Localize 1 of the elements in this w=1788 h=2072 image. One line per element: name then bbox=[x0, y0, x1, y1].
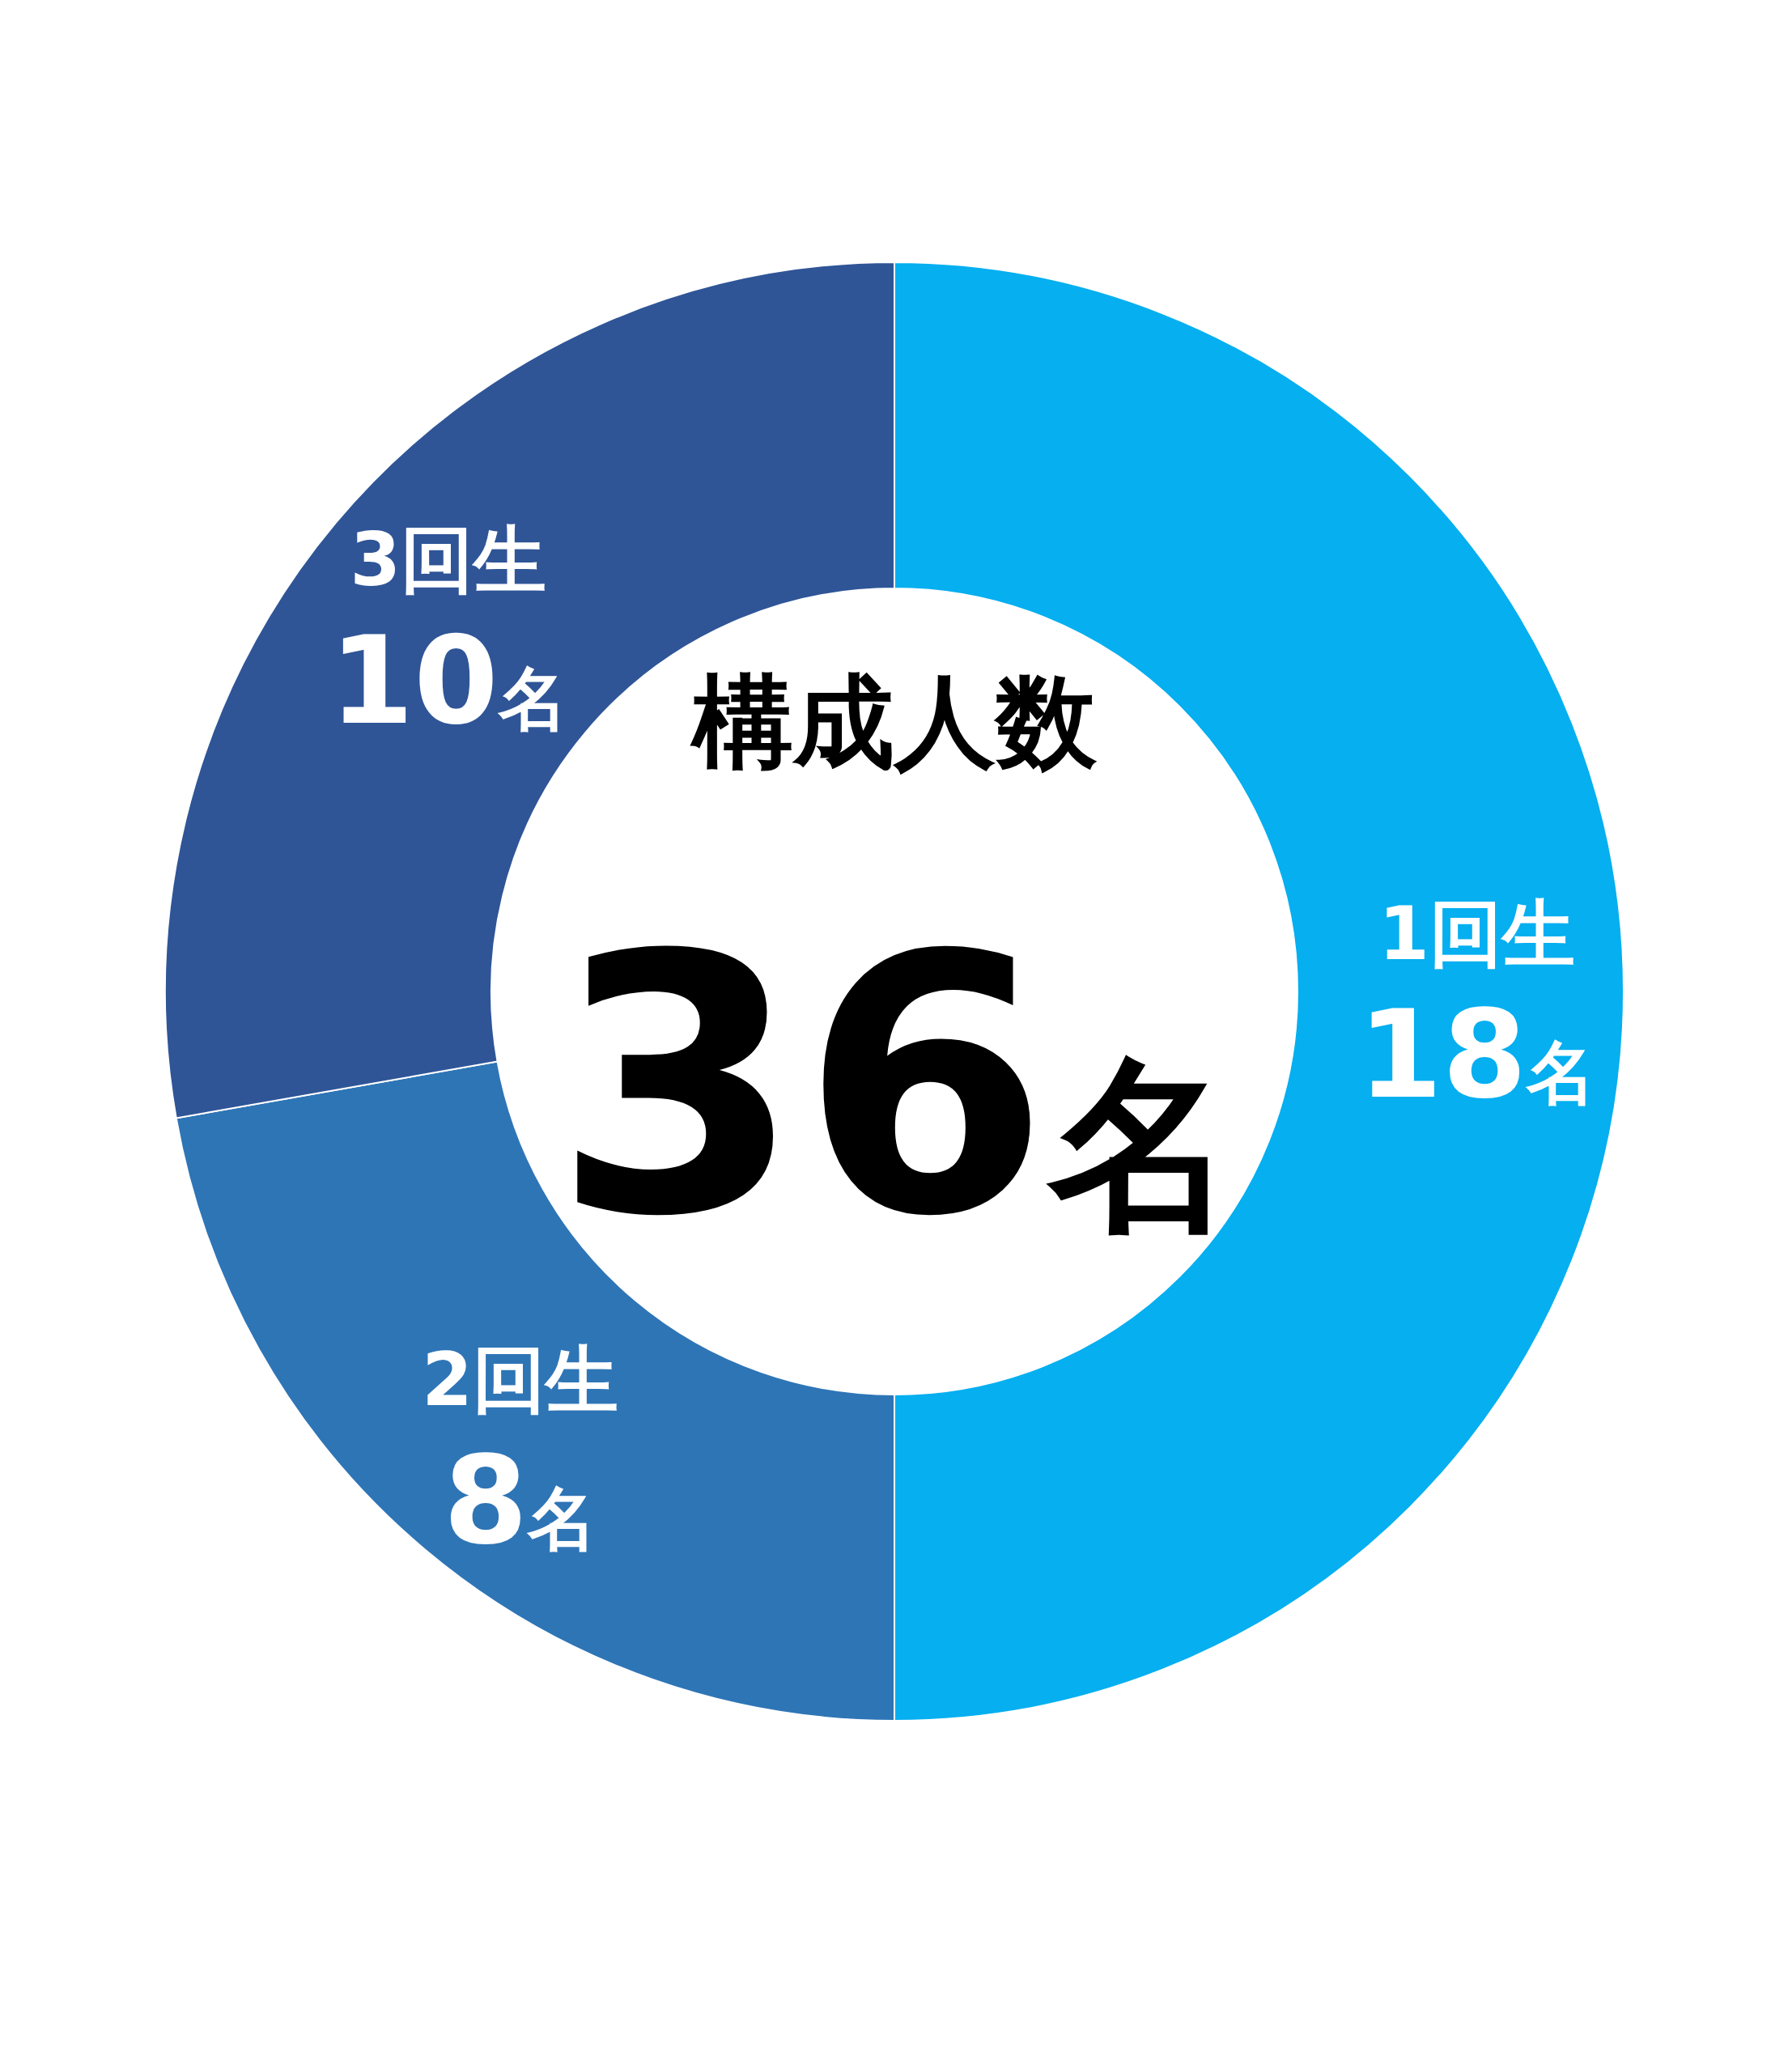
annotation: 36名 bbox=[553, 880, 1236, 1294]
